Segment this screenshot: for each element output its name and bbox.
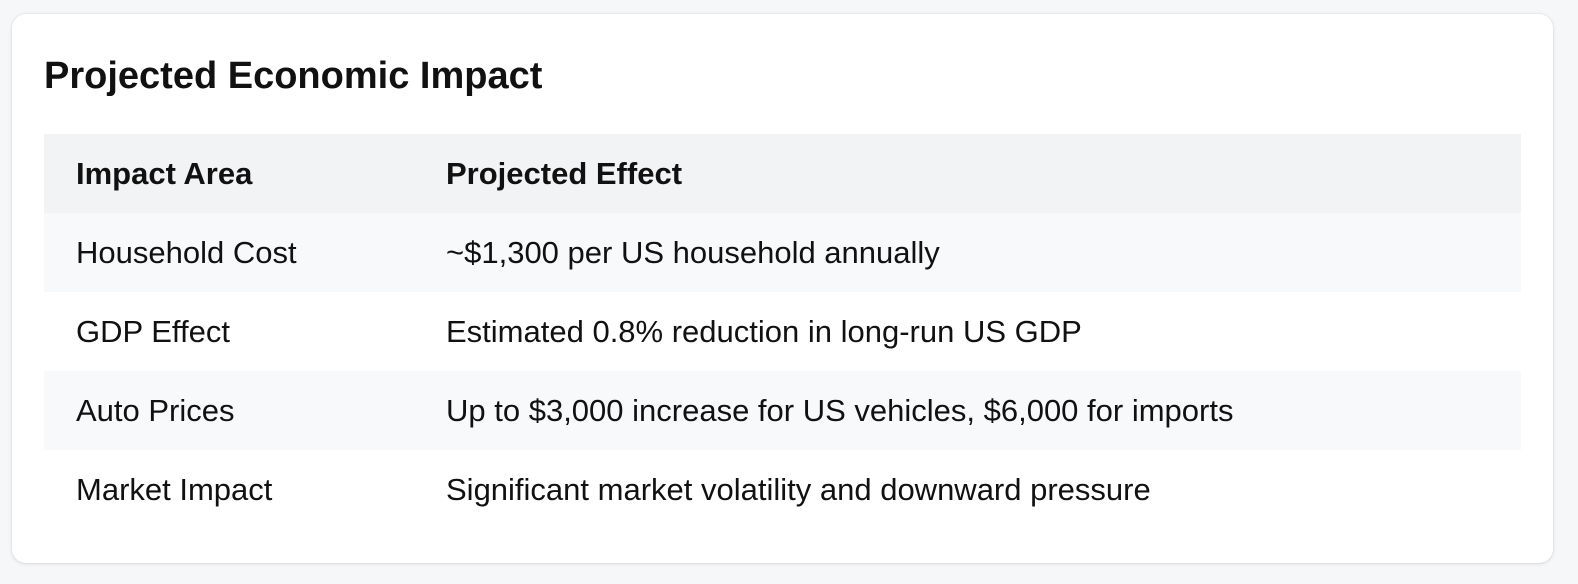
projected-effect-cell: Significant market volatility and downwa…: [414, 450, 1521, 529]
column-header-projected-effect: Projected Effect: [414, 134, 1521, 213]
impact-table: Impact Area Projected Effect Household C…: [44, 134, 1521, 529]
table-row: Market Impact Significant market volatil…: [44, 450, 1521, 529]
impact-area-cell: Market Impact: [44, 450, 414, 529]
impact-area-cell: Household Cost: [44, 213, 414, 292]
projected-effect-cell: Estimated 0.8% reduction in long-run US …: [414, 292, 1521, 371]
column-header-impact-area: Impact Area: [44, 134, 414, 213]
projected-effect-cell: Up to $3,000 increase for US vehicles, $…: [414, 371, 1521, 450]
table-row: Household Cost ~$1,300 per US household …: [44, 213, 1521, 292]
economic-impact-card: Projected Economic Impact Impact Area Pr…: [12, 14, 1553, 563]
impact-area-cell: GDP Effect: [44, 292, 414, 371]
table-row: Auto Prices Up to $3,000 increase for US…: [44, 371, 1521, 450]
table-row: GDP Effect Estimated 0.8% reduction in l…: [44, 292, 1521, 371]
impact-area-cell: Auto Prices: [44, 371, 414, 450]
table-header-row: Impact Area Projected Effect: [44, 134, 1521, 213]
projected-effect-cell: ~$1,300 per US household annually: [414, 213, 1521, 292]
card-title: Projected Economic Impact: [44, 55, 543, 97]
